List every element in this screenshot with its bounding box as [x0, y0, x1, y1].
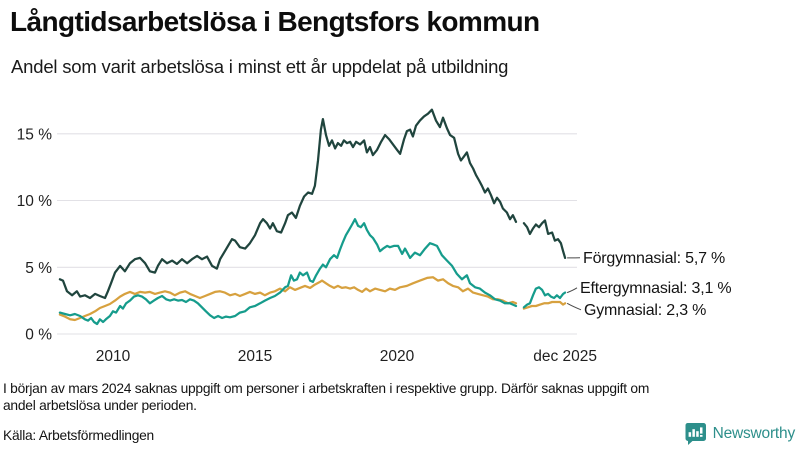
series-line-eftergymnasial — [58, 218, 567, 326]
series-end-label-eftergymnasial: Eftergymnasial: 3,1 % — [580, 280, 731, 297]
chart-footnote: I början av mars 2024 saknas uppgift om … — [3, 380, 799, 414]
newsworthy-wordmark: Newsworthy — [712, 425, 796, 442]
series-leader-gymnasial — [566, 302, 582, 311]
footnote-line-2: andel arbetslösa under perioden. — [3, 398, 197, 413]
chart-subtitle: Andel som varit arbetslösa i minst ett å… — [11, 56, 509, 77]
newsworthy-icon — [685, 423, 706, 445]
x-tick-label: 2015 — [238, 348, 272, 365]
footnote-line-1: I början av mars 2024 saknas uppgift om … — [3, 381, 650, 396]
x-tick-label: dec 2025 — [533, 348, 597, 365]
series-line-forgymnasial — [58, 108, 567, 300]
source-label: Källa: Arbetsförmedlingen — [3, 428, 154, 443]
y-tick-label: 15 % — [17, 126, 53, 143]
y-tick-label: 10 % — [17, 193, 53, 210]
y-tick-label: 5 % — [25, 260, 52, 277]
series-end-label-gymnasial: Gymnasial: 2,3 % — [584, 302, 706, 319]
series-end-label-forgymnasial: Förgymnasial: 5,7 % — [583, 250, 725, 267]
page-title: Långtidsarbetslösa i Bengtsfors kommun — [10, 6, 540, 37]
x-tick-label: 2010 — [96, 348, 131, 365]
y-tick-label: 0 % — [25, 327, 52, 344]
newsworthy-logo[interactable]: Newsworthy — [684, 422, 795, 446]
series-leader-eftergymnasial — [566, 287, 578, 294]
x-tick-label: 2020 — [380, 348, 415, 365]
series-line-gymnasial — [58, 276, 567, 322]
